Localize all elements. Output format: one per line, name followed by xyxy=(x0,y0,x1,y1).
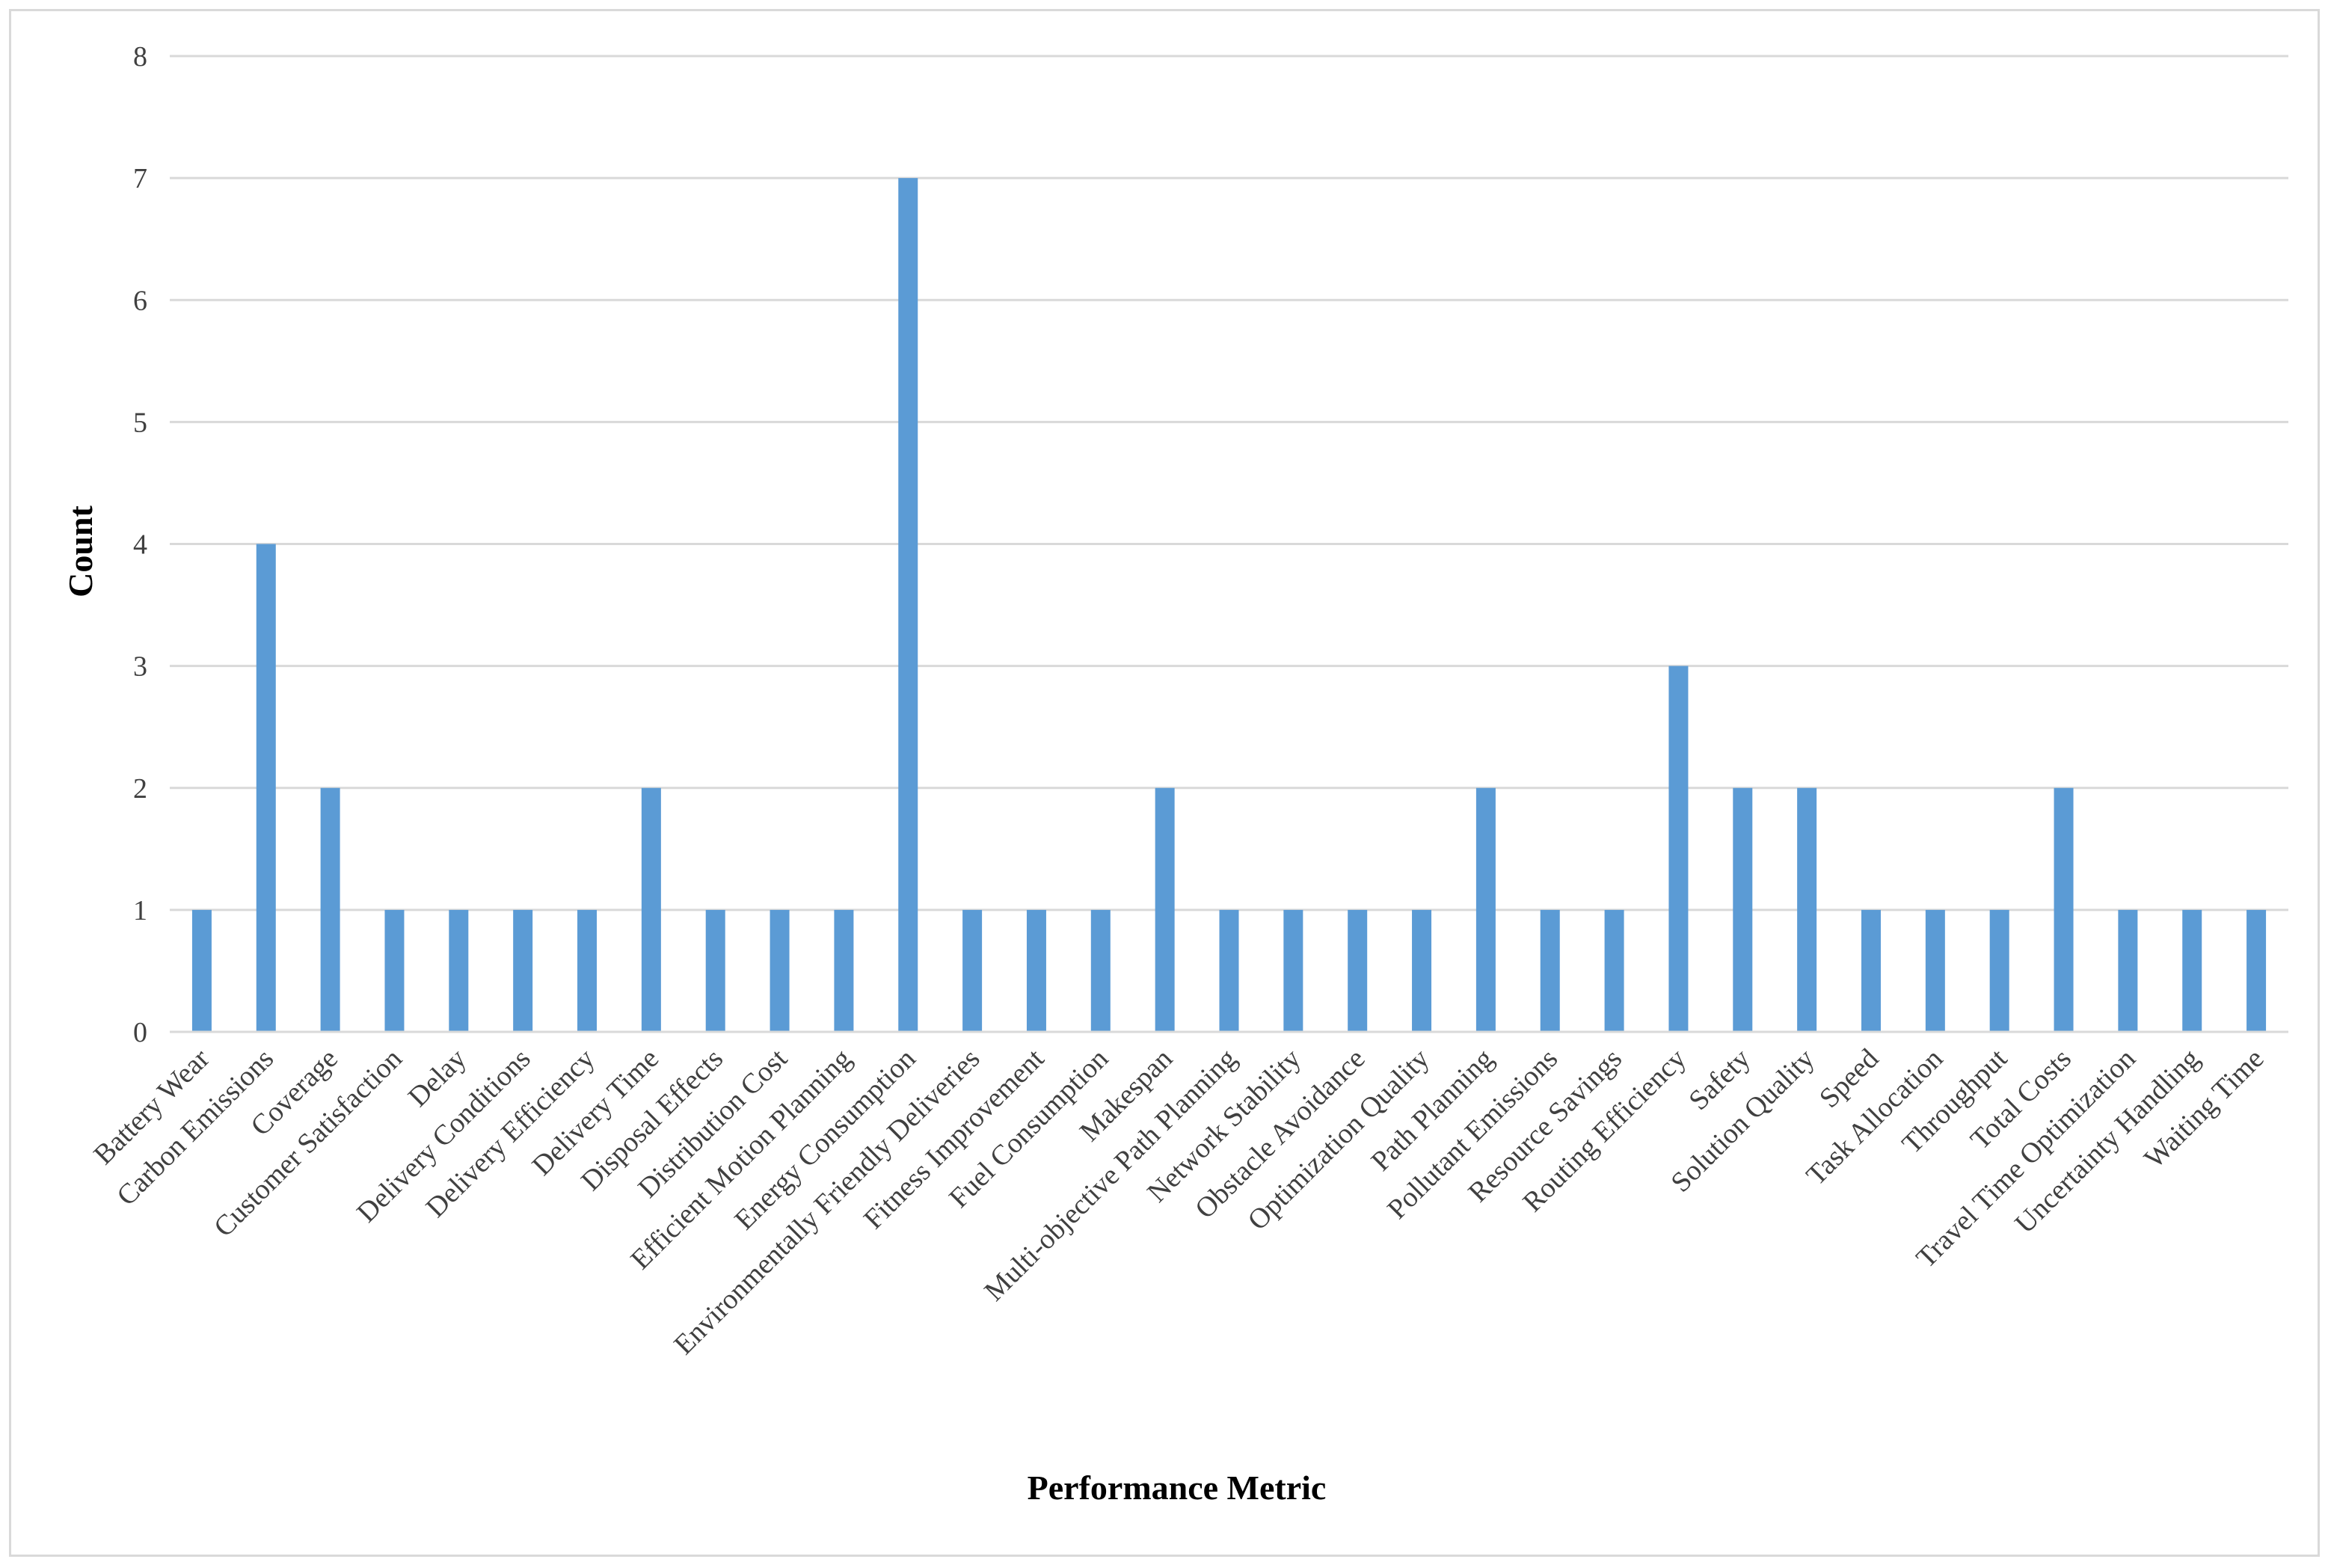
gridlines xyxy=(170,55,2288,911)
bar xyxy=(1604,909,1624,1032)
y-tick-label: 3 xyxy=(133,651,147,683)
bar xyxy=(191,909,212,1032)
bar xyxy=(1283,909,1303,1032)
bar xyxy=(256,544,276,1032)
bar xyxy=(1026,909,1046,1032)
y-tick-label: 1 xyxy=(133,895,147,926)
bar xyxy=(1219,909,1239,1032)
bar xyxy=(1733,787,1753,1032)
bar xyxy=(2054,787,2074,1032)
bar xyxy=(1989,909,2009,1032)
y-tick-label: 5 xyxy=(133,407,147,438)
bar xyxy=(1475,787,1496,1032)
bar xyxy=(1925,909,1945,1032)
y-axis-title: Count xyxy=(61,505,99,597)
bar xyxy=(770,909,790,1032)
y-tick-label: 6 xyxy=(133,285,147,316)
bar xyxy=(898,178,918,1032)
bar xyxy=(2118,909,2138,1032)
bar xyxy=(577,909,598,1032)
bar xyxy=(962,909,983,1032)
bar xyxy=(1861,909,1881,1032)
bar xyxy=(1348,909,1368,1032)
bar xyxy=(384,909,405,1032)
bar xyxy=(834,909,854,1032)
bar xyxy=(1412,909,1432,1032)
x-axis-title: Performance Metric xyxy=(1028,1469,1327,1507)
bar xyxy=(641,787,661,1032)
bars xyxy=(191,178,2267,1032)
bar xyxy=(1155,787,1175,1032)
bar xyxy=(2246,909,2267,1032)
y-tick-label: 7 xyxy=(133,163,147,194)
bar xyxy=(2182,909,2202,1032)
bar xyxy=(705,909,725,1032)
y-tick-label: 8 xyxy=(133,41,147,73)
bar xyxy=(513,909,533,1032)
y-tick-label: 2 xyxy=(133,773,147,805)
y-axis-ticks: 0 1 2 3 4 5 6 7 8 xyxy=(133,41,147,1048)
bar xyxy=(1668,665,1689,1032)
bar xyxy=(1797,787,1817,1032)
chart-frame: 0 1 2 3 4 5 6 7 8 Battery Wear Carbon Emissions Co… xyxy=(9,9,2320,1557)
y-tick-label: 4 xyxy=(133,529,147,561)
bar xyxy=(1090,909,1111,1032)
bar xyxy=(449,909,469,1032)
bar xyxy=(1540,909,1560,1032)
y-tick-label: 0 xyxy=(133,1017,147,1048)
bar xyxy=(320,787,340,1032)
